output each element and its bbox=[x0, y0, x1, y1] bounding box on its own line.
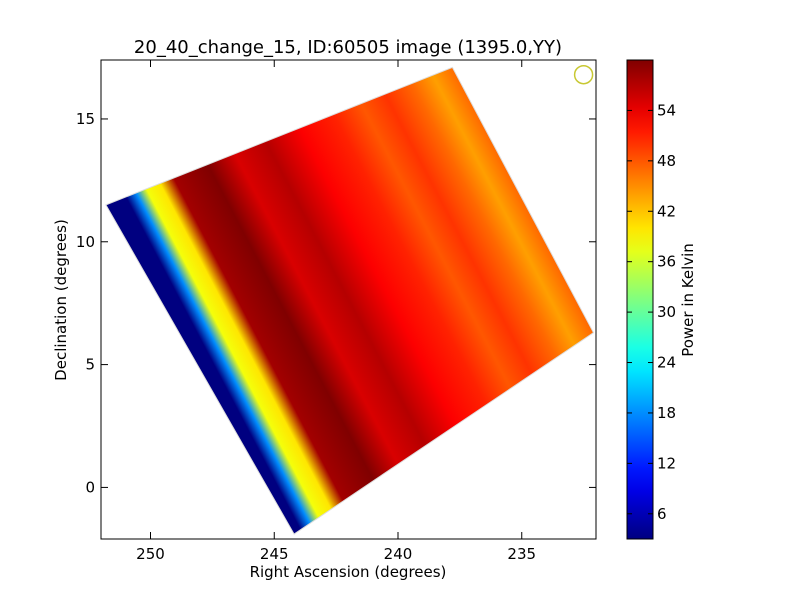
colorbar-tick-label: 36 bbox=[657, 253, 676, 271]
y-tick-label: 5 bbox=[85, 356, 95, 374]
colorbar-tick-label: 48 bbox=[657, 152, 676, 170]
x-tick-label: 240 bbox=[384, 545, 413, 563]
y-axis: 0 5 10 15 bbox=[76, 110, 596, 496]
colorbar: 6 12 18 24 30 36 42 48 54 Power in Kelvin bbox=[626, 59, 697, 540]
colorbar-label: Power in Kelvin bbox=[679, 243, 697, 357]
x-tick-label: 235 bbox=[507, 545, 536, 563]
sky-footprint-image bbox=[105, 66, 595, 535]
x-axis: 250 245 240 235 bbox=[136, 60, 536, 563]
colorbar-tick-label: 30 bbox=[657, 303, 676, 321]
colorbar-tick-label: 24 bbox=[657, 354, 676, 372]
x-tick-label: 250 bbox=[136, 545, 165, 563]
colorbar-tick-label: 12 bbox=[657, 454, 676, 472]
colorbar-gradient bbox=[626, 59, 654, 540]
y-tick-label: 15 bbox=[76, 110, 95, 128]
y-tick-label: 10 bbox=[76, 233, 95, 251]
colorbar-tick-label: 54 bbox=[657, 101, 676, 119]
y-axis-label: Declination (degrees) bbox=[52, 219, 70, 381]
chart-title: 20_40_change_15, ID:60505 image (1395.0,… bbox=[134, 37, 562, 58]
x-axis-label: Right Ascension (degrees) bbox=[250, 563, 447, 581]
x-tick-label: 245 bbox=[260, 545, 289, 563]
plot-area: 250 245 240 235 0 5 10 15 bbox=[76, 59, 597, 563]
plot-frame bbox=[100, 59, 597, 540]
colorbar-tick-label: 42 bbox=[657, 202, 676, 220]
colorbar-ticks: 6 12 18 24 30 36 42 48 54 bbox=[627, 101, 676, 523]
colorbar-tick-label: 18 bbox=[657, 404, 676, 422]
colorbar-tick-label: 6 bbox=[657, 505, 667, 523]
beam-circle-marker bbox=[573, 64, 594, 85]
y-tick-label: 0 bbox=[85, 478, 95, 496]
